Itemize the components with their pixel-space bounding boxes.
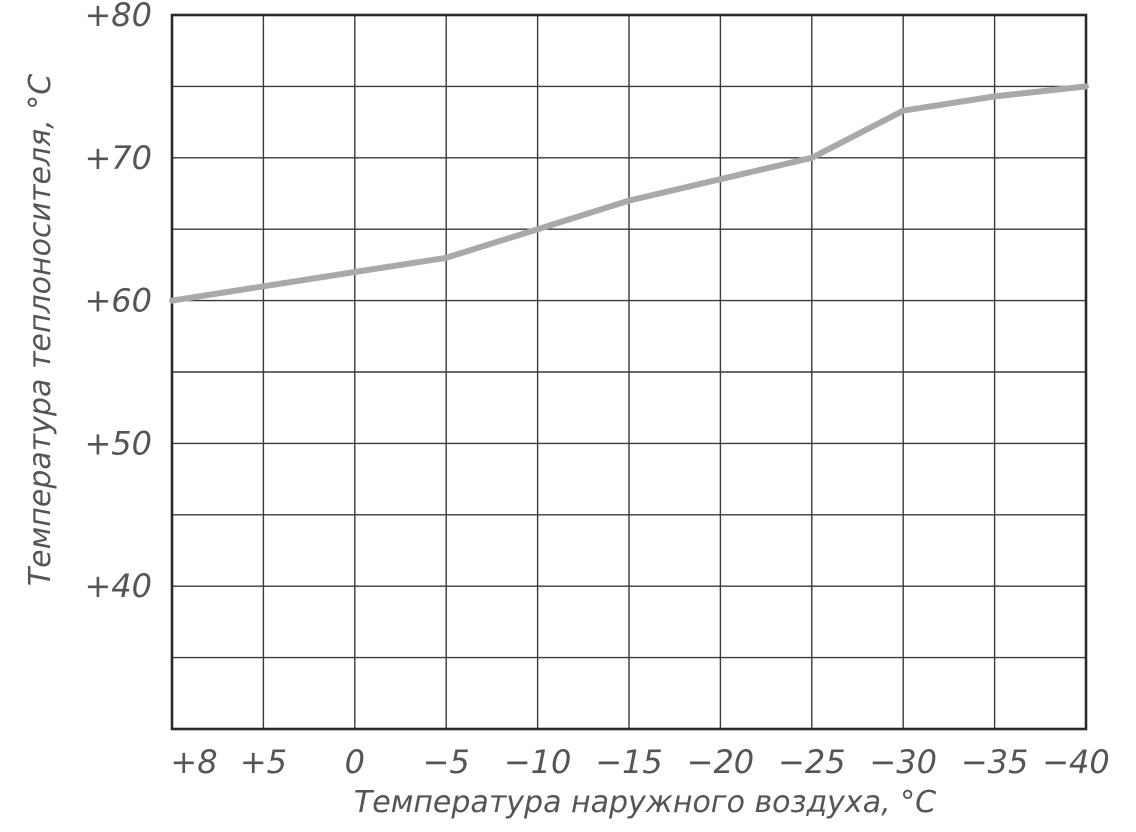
y-axis-ticks: +80 +70 +60 +50 +40 [84, 0, 152, 605]
x-tick-label: −40 [1042, 743, 1110, 781]
x-axis-ticks: +8 +5 0 −5 −10 −15 −20 −25 −30 −35 −40 [170, 743, 1109, 781]
x-tick-label: −25 [778, 743, 846, 781]
x-tick-label: −35 [961, 743, 1029, 781]
x-tick-label: −15 [595, 743, 663, 781]
series-line [169, 83, 1089, 304]
x-tick-label: −5 [423, 743, 470, 781]
x-tick-label: −20 [687, 743, 755, 781]
x-tick-label: +8 [170, 743, 217, 781]
y-tick-label: +80 [84, 0, 152, 34]
x-tick-label: +5 [240, 743, 287, 781]
y-tick-label: +50 [84, 424, 152, 462]
y-tick-label: +60 [84, 282, 152, 320]
x-tick-label: −30 [869, 743, 937, 781]
x-axis-title: Температура наружного воздуха, °С [354, 785, 936, 820]
x-tick-label: −10 [504, 743, 572, 781]
grid [172, 15, 1086, 729]
y-tick-label: +40 [84, 567, 152, 605]
y-axis-title: Температура теплоносителя, °С [23, 74, 58, 586]
plot-frame [170, 13, 1088, 731]
x-tick-label: 0 [345, 743, 365, 781]
series-layer [169, 83, 1089, 304]
y-tick-label: +70 [84, 139, 152, 177]
